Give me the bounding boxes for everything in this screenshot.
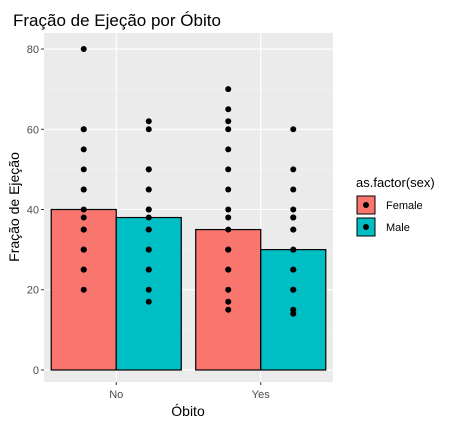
data-point [145, 298, 152, 305]
data-point [290, 206, 297, 213]
data-point [145, 166, 152, 173]
data-point [225, 126, 232, 133]
legend: as.factor(sex) Female Male [356, 175, 435, 237]
y-tick-label: 0 [33, 365, 39, 377]
data-point [145, 126, 152, 133]
data-point [225, 86, 232, 93]
x-axis: No Yes [109, 382, 270, 401]
legend-label: Male [386, 222, 410, 234]
data-point [80, 246, 87, 253]
x-tick-label: No [109, 389, 123, 401]
data-point [80, 206, 87, 213]
data-point [145, 246, 152, 253]
data-point [290, 126, 297, 133]
data-point [80, 126, 87, 133]
data-point [225, 186, 232, 193]
data-point [290, 286, 297, 293]
data-point [290, 266, 297, 273]
data-point [145, 214, 152, 221]
data-point [225, 206, 232, 213]
legend-items: Female Male [356, 195, 423, 237]
data-point [145, 186, 152, 193]
data-point [225, 306, 232, 313]
data-point [225, 286, 232, 293]
x-axis-title: Óbito [171, 403, 205, 419]
data-point [80, 286, 87, 293]
data-point [145, 226, 152, 233]
data-point [145, 286, 152, 293]
data-point [225, 166, 232, 173]
data-point [80, 146, 87, 153]
data-point [290, 166, 297, 173]
legend-key-point [363, 202, 369, 208]
data-point [145, 206, 152, 213]
data-point [225, 226, 232, 233]
data-point [290, 214, 297, 221]
y-tick-label: 80 [27, 44, 39, 56]
y-tick-label: 20 [27, 285, 39, 297]
data-point [80, 214, 87, 221]
bars [50, 208, 327, 371]
data-point [225, 146, 232, 153]
data-point [225, 118, 232, 125]
data-point [290, 186, 297, 193]
data-point [80, 46, 87, 53]
data-point [145, 266, 152, 273]
chart-title: Fração de Ejeção por Óbito [13, 11, 221, 30]
data-point [225, 214, 232, 221]
data-point [225, 266, 232, 273]
points [80, 46, 297, 317]
data-point [290, 310, 297, 317]
legend-key-point [363, 224, 369, 230]
y-axis-title: Fração de Ejeção [6, 152, 22, 262]
data-point [225, 298, 232, 305]
legend-title: as.factor(sex) [356, 175, 435, 190]
data-point [225, 246, 232, 253]
plot-panel [44, 33, 333, 382]
data-point [145, 118, 152, 125]
data-point [290, 246, 297, 253]
bar [115, 216, 182, 371]
legend-label: Female [386, 200, 423, 212]
data-point [80, 266, 87, 273]
data-point [225, 106, 232, 113]
data-point [80, 186, 87, 193]
y-tick-label: 40 [27, 205, 39, 217]
y-tick-label: 60 [27, 124, 39, 136]
y-axis: 0 20 40 60 80 [27, 44, 44, 377]
x-tick-label: Yes [252, 389, 270, 401]
data-point [80, 166, 87, 173]
data-point [80, 226, 87, 233]
data-point [290, 226, 297, 233]
